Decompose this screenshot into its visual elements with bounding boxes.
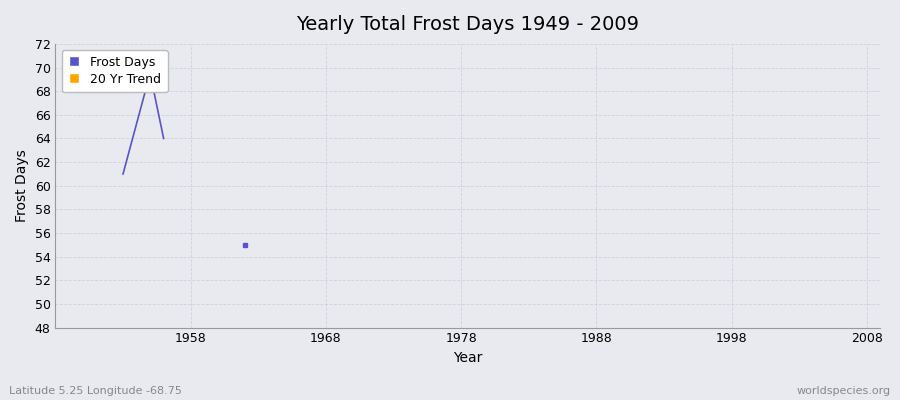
Text: Latitude 5.25 Longitude -68.75: Latitude 5.25 Longitude -68.75 (9, 386, 182, 396)
Frost Days (118, 172, 129, 176)
Frost Days (145, 71, 156, 76)
Line: Frost Days: Frost Days (123, 74, 164, 174)
Title: Yearly Total Frost Days 1949 - 2009: Yearly Total Frost Days 1949 - 2009 (296, 15, 640, 34)
Frost Days (158, 136, 169, 141)
Y-axis label: Frost Days: Frost Days (15, 149, 29, 222)
Text: worldspecies.org: worldspecies.org (796, 386, 891, 396)
X-axis label: Year: Year (454, 351, 482, 365)
Legend: Frost Days, 20 Yr Trend: Frost Days, 20 Yr Trend (62, 50, 167, 92)
